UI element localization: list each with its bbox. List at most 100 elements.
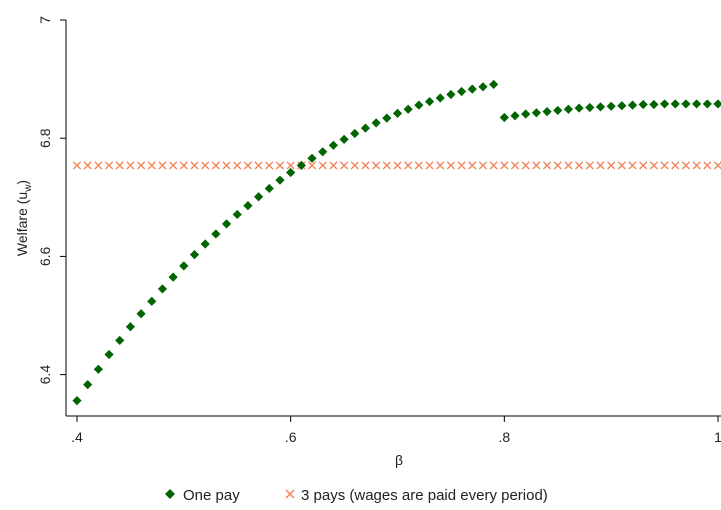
data-point — [275, 175, 285, 185]
data-point — [638, 99, 648, 110]
data-point — [233, 161, 242, 170]
data-point — [264, 183, 274, 194]
data-point — [659, 99, 670, 109]
data-point — [595, 102, 606, 112]
data-point — [147, 296, 157, 306]
legend-marker-one-pay — [165, 489, 175, 499]
data-point — [521, 161, 530, 170]
data-point — [72, 161, 82, 170]
data-point — [392, 108, 403, 118]
data-point — [404, 161, 413, 170]
data-point — [307, 153, 317, 163]
data-point — [168, 272, 178, 282]
data-point — [296, 160, 306, 170]
data-point — [435, 93, 445, 103]
data-point — [232, 209, 242, 220]
data-point — [617, 101, 627, 111]
data-point — [307, 161, 317, 170]
data-point — [372, 161, 381, 170]
data-point — [190, 161, 199, 170]
data-point — [606, 101, 616, 111]
data-point — [125, 322, 136, 332]
data-point — [169, 161, 178, 170]
data-point — [553, 105, 563, 116]
data-point — [350, 128, 360, 139]
data-point — [446, 89, 456, 100]
data-point — [467, 84, 477, 94]
y-ticks: 6.4 6.6 6.8 7 — [37, 16, 66, 384]
data-point — [521, 109, 531, 119]
data-point — [94, 161, 103, 170]
data-point — [457, 86, 467, 97]
data-point — [382, 161, 391, 170]
data-point — [243, 200, 253, 211]
data-point — [93, 364, 103, 374]
data-point — [500, 161, 509, 170]
data-point — [157, 284, 168, 294]
legend-label-3-pays: 3 pays (wages are paid every period) — [301, 487, 548, 504]
data-point — [211, 161, 220, 170]
data-point — [585, 102, 595, 113]
data-point — [83, 380, 93, 390]
data-point — [489, 79, 499, 90]
data-point — [147, 161, 156, 170]
data-point — [115, 161, 124, 170]
data-point — [393, 161, 402, 170]
data-point — [478, 161, 488, 170]
data-point — [574, 103, 584, 113]
data-point — [265, 161, 274, 170]
data-point — [200, 239, 210, 249]
data-point — [126, 161, 135, 170]
data-point — [328, 140, 338, 150]
data-point — [681, 161, 691, 170]
data-point — [457, 161, 466, 170]
data-point — [104, 349, 114, 360]
data-point — [532, 161, 541, 170]
data-point — [660, 161, 669, 170]
data-point — [446, 161, 455, 170]
x-ticks: .4 .6 .8 1 — [71, 416, 721, 445]
y-tick-label: 7 — [37, 16, 53, 24]
data-point — [510, 161, 520, 170]
x-tick-label: .6 — [285, 429, 297, 445]
x-axis-title: β — [395, 452, 403, 468]
data-point — [286, 161, 295, 170]
data-point — [179, 261, 189, 271]
data-point — [275, 161, 285, 170]
data-point — [137, 161, 146, 170]
data-point — [617, 161, 626, 170]
data-point — [83, 161, 92, 170]
data-point — [425, 161, 434, 170]
data-point — [286, 167, 296, 178]
data-point — [703, 161, 712, 170]
data-point — [318, 147, 328, 157]
axes — [65, 20, 721, 417]
data-point — [692, 99, 702, 109]
x-tick-label: 1 — [714, 429, 721, 445]
plot-area — [72, 79, 721, 406]
data-point — [340, 161, 349, 170]
data-point — [639, 161, 648, 170]
data-point — [414, 161, 423, 170]
data-point — [403, 104, 413, 114]
data-point — [671, 161, 680, 170]
data-point — [254, 192, 264, 202]
data-point — [692, 161, 701, 170]
data-point — [553, 161, 562, 170]
data-point — [361, 161, 370, 170]
data-point — [222, 161, 231, 170]
data-point — [596, 161, 605, 170]
data-point — [339, 134, 349, 144]
y-tick-label: 6.8 — [37, 128, 53, 148]
data-point — [221, 219, 232, 229]
series-3-pays — [72, 161, 721, 170]
y-axis-title: Welfare (uw) — [14, 180, 34, 256]
series-one-pay — [72, 79, 721, 406]
data-point — [563, 104, 574, 114]
data-point — [179, 161, 188, 170]
data-point — [136, 309, 146, 319]
data-point — [158, 161, 167, 170]
data-point — [627, 100, 638, 110]
data-point — [649, 161, 658, 170]
data-point — [201, 161, 210, 170]
